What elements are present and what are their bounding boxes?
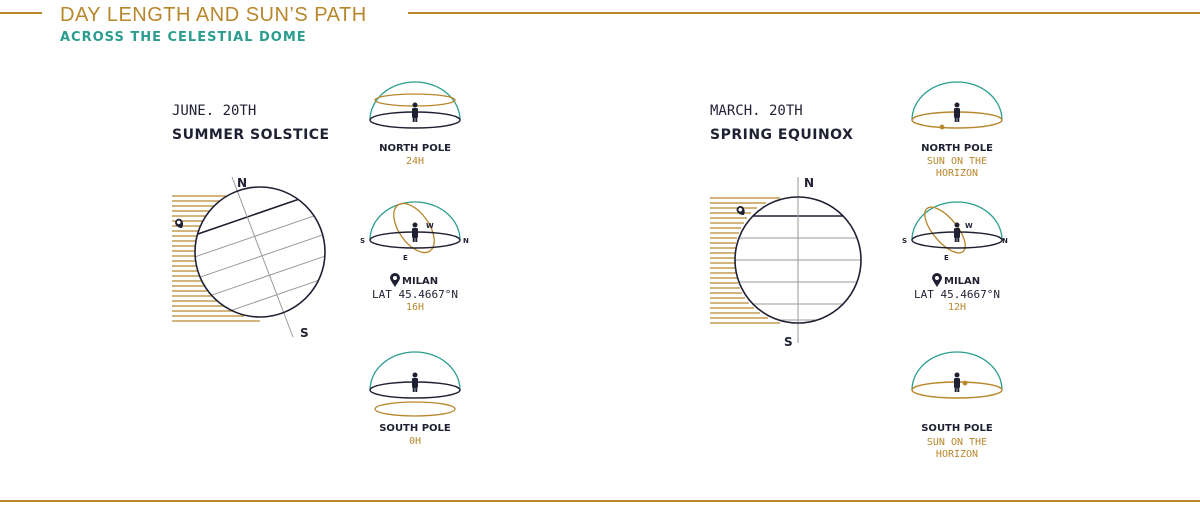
person-icon [412,102,418,122]
dir-west-milan-summer: W [426,222,434,230]
location-pin-icon [175,218,184,228]
panel-season-summer: SUMMER SOLSTICE [172,127,330,143]
dir-west-milan-spring: W [965,222,973,230]
panel-date-spring: MARCH. 20TH [710,103,803,119]
panel-date-summer: JUNE. 20TH [172,103,257,119]
dir-south-milan-spring: S [902,237,908,245]
dome-label-milan-spring: MILAN [944,276,981,287]
dome-value-milan-summer: 16H [405,302,425,313]
footer-rule [0,500,1200,502]
globe-south-label-spring: S [784,335,793,349]
location-pin-icon [390,273,400,287]
person-icon [954,222,960,242]
sunlight-stripes-spring [710,197,780,324]
globe-spring [710,177,862,343]
globe-summer [172,176,326,338]
dome-label-north-pole-summer: NORTH POLE [379,143,451,154]
earth-axis-summer [231,176,294,338]
person-icon [412,372,418,392]
globe-north-label-spring: N [804,176,815,190]
dir-south-milan-summer: S [360,237,366,245]
dir-east-milan-summer: E [403,254,408,262]
dome-milan-spring [911,201,1003,254]
person-icon [412,222,418,242]
dome-lat-milan-spring: LAT 45.4667°N [913,288,1001,301]
dome-value2-south-pole-spring: HORIZON [935,449,979,460]
dome-label-milan-summer: MILAN [402,276,439,287]
location-pin-icon [736,206,745,216]
globe-north-label-summer: N [237,176,248,190]
person-icon [954,102,960,122]
dir-north-milan-summer: N [463,237,469,245]
dome-label-south-pole-spring: SOUTH POLE [921,423,993,434]
dome-label-north-pole-spring: NORTH POLE [921,143,993,154]
dir-east-milan-spring: E [944,254,949,262]
header-rule-right [408,12,1200,14]
dome-label-south-pole-summer: SOUTH POLE [379,423,451,434]
page-title: DAY LENGTH AND SUN’S PATH [60,4,367,26]
dome-value-milan-spring: 12H [947,302,967,313]
person-icon [954,372,960,392]
dome-south-pole-summer [369,351,461,417]
globe-south-label-summer: S [300,326,309,340]
dome-value-south-pole-summer: 0H [408,436,422,447]
page-subtitle: ACROSS THE CELESTIAL DOME [60,30,307,45]
sun-marker [962,380,968,386]
dome-lat-milan-summer: LAT 45.4667°N [371,288,459,301]
location-pin-icon [932,273,942,287]
dome-value2-north-pole-spring: HORIZON [935,168,979,179]
dome-value1-south-pole-spring: SUN ON THE [926,437,988,448]
dome-value-north-pole-summer: 24H [405,156,425,167]
dir-north-milan-spring: N [1002,237,1008,245]
header-rule-left [0,12,42,14]
dome-north-pole-summer [369,81,461,129]
dome-north-pole-spring [911,81,1003,130]
panel-season-spring: SPRING EQUINOX [710,127,854,143]
dome-value1-north-pole-spring: SUN ON THE [926,156,988,167]
dome-south-pole-spring [911,351,1003,399]
dome-milan-summer [369,201,461,254]
sun-marker [939,124,945,130]
